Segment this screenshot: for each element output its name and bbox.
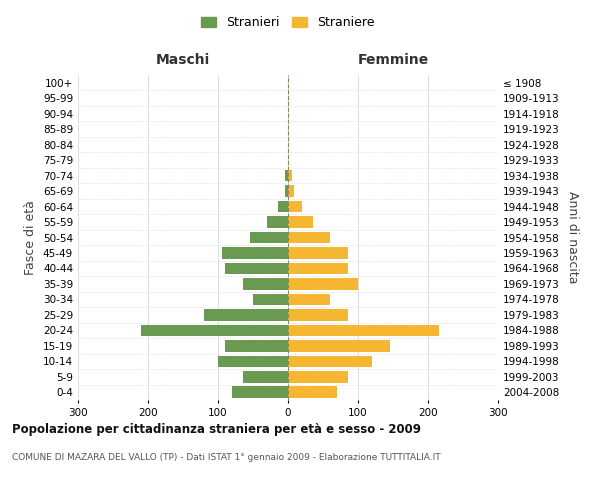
Bar xyxy=(242,371,288,382)
Text: Popolazione per cittadinanza straniera per età e sesso - 2009: Popolazione per cittadinanza straniera p… xyxy=(12,422,421,436)
Bar xyxy=(288,386,337,398)
Y-axis label: Fasce di età: Fasce di età xyxy=(25,200,37,275)
Bar xyxy=(288,186,293,197)
Bar xyxy=(221,247,288,259)
Bar xyxy=(277,200,288,212)
Bar xyxy=(250,232,288,243)
Bar xyxy=(267,216,288,228)
Bar xyxy=(288,200,302,212)
Bar xyxy=(288,262,347,274)
Bar xyxy=(288,170,292,181)
Bar xyxy=(284,170,288,181)
Bar xyxy=(232,386,288,398)
Bar xyxy=(225,262,288,274)
Bar xyxy=(288,309,347,320)
Bar xyxy=(225,340,288,351)
Text: COMUNE DI MAZARA DEL VALLO (TP) - Dati ISTAT 1° gennaio 2009 - Elaborazione TUTT: COMUNE DI MAZARA DEL VALLO (TP) - Dati I… xyxy=(12,452,440,462)
Text: Femmine: Femmine xyxy=(358,54,428,68)
Bar xyxy=(218,356,288,367)
Bar xyxy=(288,216,313,228)
Bar xyxy=(288,356,372,367)
Y-axis label: Anni di nascita: Anni di nascita xyxy=(566,191,579,284)
Bar xyxy=(288,294,330,305)
Bar xyxy=(288,324,439,336)
Text: Maschi: Maschi xyxy=(156,54,210,68)
Bar xyxy=(253,294,288,305)
Bar xyxy=(288,340,389,351)
Bar xyxy=(288,278,358,289)
Bar xyxy=(288,371,347,382)
Bar xyxy=(242,278,288,289)
Bar xyxy=(141,324,288,336)
Bar xyxy=(204,309,288,320)
Bar xyxy=(288,232,330,243)
Bar xyxy=(288,247,347,259)
Legend: Stranieri, Straniere: Stranieri, Straniere xyxy=(196,11,380,34)
Bar xyxy=(284,186,288,197)
